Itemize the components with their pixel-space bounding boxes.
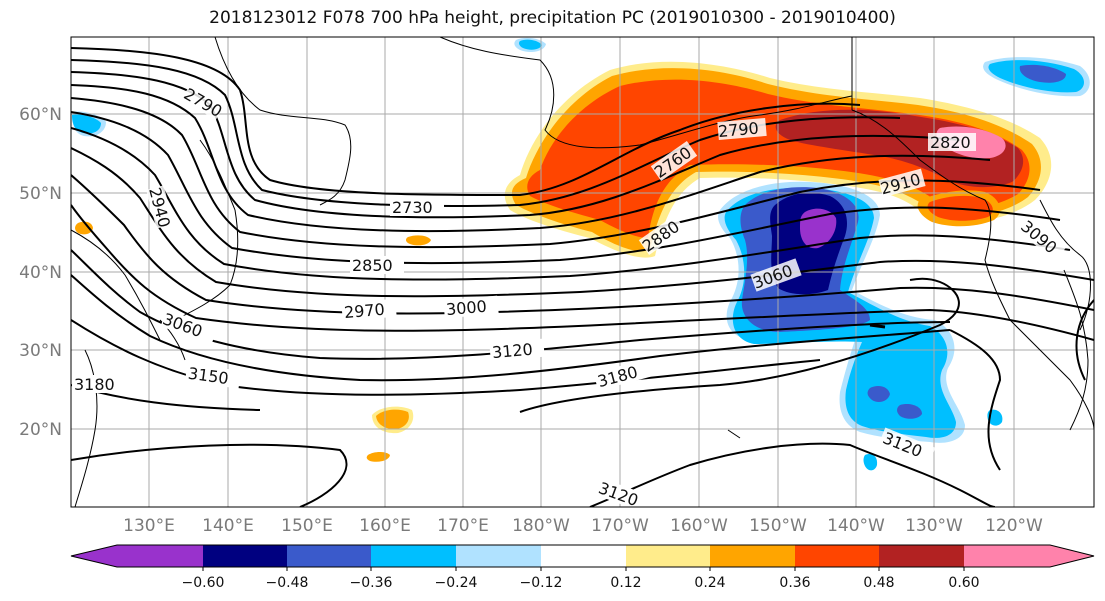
lon-label: 120°W	[985, 516, 1043, 536]
plot-frame	[70, 36, 1095, 508]
lon-label: 170°W	[591, 516, 649, 536]
lat-label: 30°N	[19, 341, 62, 361]
latitude-labels: 20°N 30°N 40°N 50°N 60°N	[19, 105, 62, 440]
graticule	[71, 37, 1094, 507]
lon-label: 140°W	[827, 516, 885, 536]
colorbar-tick-label: −0.12	[520, 575, 563, 591]
colorbar-tick-label: −0.24	[435, 575, 478, 591]
lon-label: 140°E	[202, 516, 254, 536]
lat-label: 60°N	[19, 105, 62, 125]
lon-label: 170°E	[437, 516, 489, 536]
lat-label: 40°N	[19, 263, 62, 283]
colorbar-tick-label: 0.48	[863, 575, 894, 591]
lon-label: 160°W	[670, 516, 728, 536]
contour-label: 2850	[352, 256, 393, 275]
lon-label: 160°E	[359, 516, 411, 536]
colorbar-extend-high	[1050, 545, 1094, 567]
colorbar-tick-label: −0.36	[350, 575, 393, 591]
colorbar: −0.60 −0.48 −0.36 −0.24 −0.12 0.12 0.24 …	[70, 544, 1095, 591]
colorbar-extend-low	[71, 545, 117, 567]
contour-label: 2730	[392, 198, 433, 217]
lat-label: 50°N	[19, 184, 62, 204]
colorbar-tick-label: −0.48	[266, 575, 309, 591]
lon-label: 150°E	[281, 516, 333, 536]
colorbar-tick-label: 0.24	[694, 575, 725, 591]
contour-label: 2820	[930, 133, 971, 152]
colorbar-tick-label: 0.36	[779, 575, 810, 591]
lon-label: 130°W	[905, 516, 963, 536]
map-title: 2018123012 F078 700 hPa height, precipit…	[209, 8, 896, 28]
contour-label: 3000	[445, 297, 487, 319]
contour-label: 3120	[491, 340, 533, 362]
colorbar-tick-label: −0.60	[182, 575, 225, 591]
colorbar-tick-label: 0.60	[948, 575, 979, 591]
contour-label: 2970	[343, 300, 385, 322]
lon-label: 150°W	[749, 516, 807, 536]
lat-label: 20°N	[19, 420, 62, 440]
lon-label: 130°E	[123, 516, 175, 536]
contour-label: 2790	[717, 119, 759, 141]
longitude-labels: 130°E 140°E 150°E 160°E 170°E 180°W 170°…	[123, 516, 1043, 536]
colorbar-tick-label: 0.12	[610, 575, 641, 591]
contour-label: 3180	[74, 375, 115, 394]
lon-label: 180°W	[512, 516, 570, 536]
